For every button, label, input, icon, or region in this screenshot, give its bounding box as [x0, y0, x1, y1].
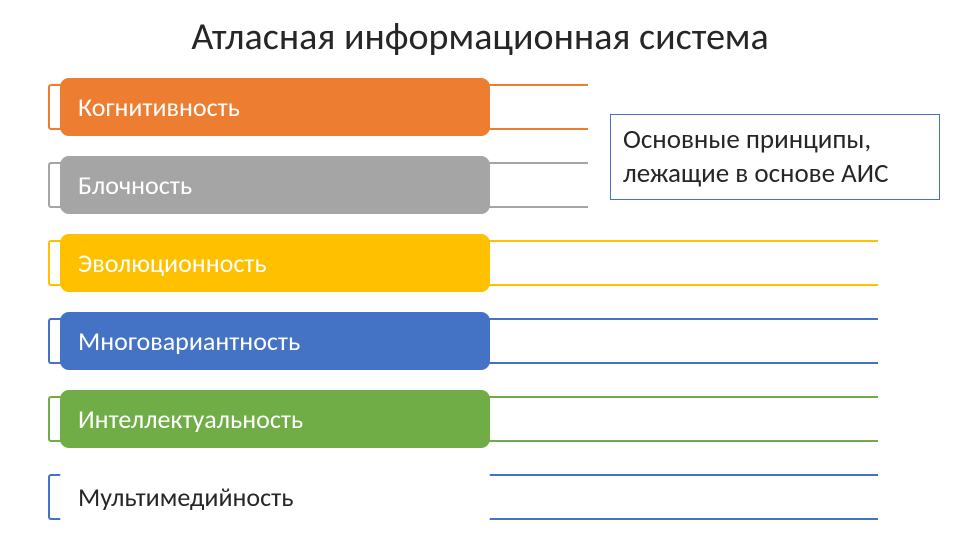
row-pill: Интеллектуальность — [60, 390, 490, 448]
row-pill: Блочность — [60, 156, 490, 214]
list-row: Блочность — [48, 156, 608, 214]
items-container: Когнитивность Блочность Эволюционность Мног… — [48, 78, 608, 546]
row-label: Эволюционность — [78, 247, 267, 279]
row-label: Мультимедийность — [78, 481, 293, 513]
list-row: Эволюционность — [48, 234, 608, 292]
side-note-line2: лежащие в основе АИС — [623, 157, 889, 190]
page-title: Атласная информационная система — [0, 14, 960, 60]
row-pill: Эволюционность — [60, 234, 490, 292]
list-row: Мультимедийность — [48, 468, 608, 526]
side-note-line1: Основные принципы, — [623, 123, 871, 156]
row-pill: Мультимедийность — [60, 468, 490, 526]
row-label: Блочность — [78, 169, 192, 201]
row-label: Многовариантность — [78, 325, 300, 357]
row-pill: Когнитивность — [60, 78, 490, 136]
side-note-box: Основные принципы, лежащие в основе АИС — [610, 114, 940, 200]
row-pill: Многовариантность — [60, 312, 490, 370]
row-label: Когнитивность — [78, 91, 240, 123]
list-row: Интеллектуальность — [48, 390, 608, 448]
list-row: Когнитивность — [48, 78, 608, 136]
list-row: Многовариантность — [48, 312, 608, 370]
row-label: Интеллектуальность — [78, 403, 303, 435]
